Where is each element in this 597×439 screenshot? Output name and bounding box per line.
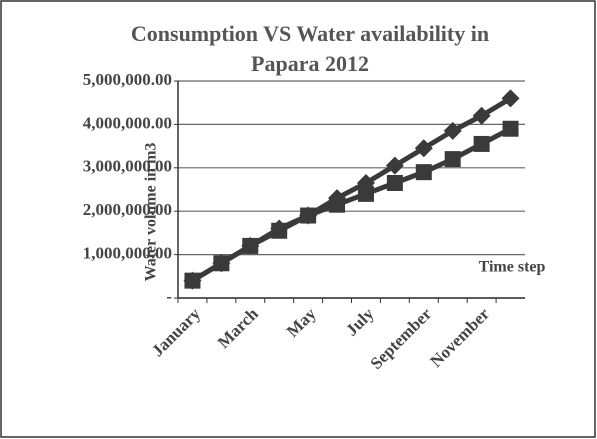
marker — [386, 174, 403, 191]
y-tick-label: 2,000,000.00 — [83, 200, 172, 219]
marker — [473, 135, 490, 152]
chart-title: Consumption VS Water availability in Papa… — [131, 21, 489, 76]
y-tick-label: - — [166, 287, 172, 306]
marker — [444, 151, 461, 168]
marker — [385, 156, 404, 175]
y-axis-label: Water volume in m3 — [143, 143, 160, 282]
marker — [502, 120, 519, 137]
marker — [501, 89, 520, 108]
marker — [300, 207, 317, 224]
y-tick-label: 1,000,000.00 — [83, 244, 172, 263]
x-axis-label: Time step — [479, 259, 546, 276]
marker — [213, 255, 230, 272]
marker — [415, 164, 432, 181]
marker — [271, 222, 288, 239]
marker — [329, 196, 346, 213]
y-tick-label: 4,000,000.00 — [83, 113, 172, 132]
marker — [357, 185, 374, 202]
marker — [472, 106, 491, 125]
marker — [184, 272, 201, 289]
marker — [242, 237, 259, 254]
y-tick-label: 3,000,000.00 — [83, 157, 172, 176]
marker — [414, 139, 433, 158]
marker — [443, 121, 462, 140]
y-tick-label: 5,000,000.00 — [83, 70, 172, 89]
